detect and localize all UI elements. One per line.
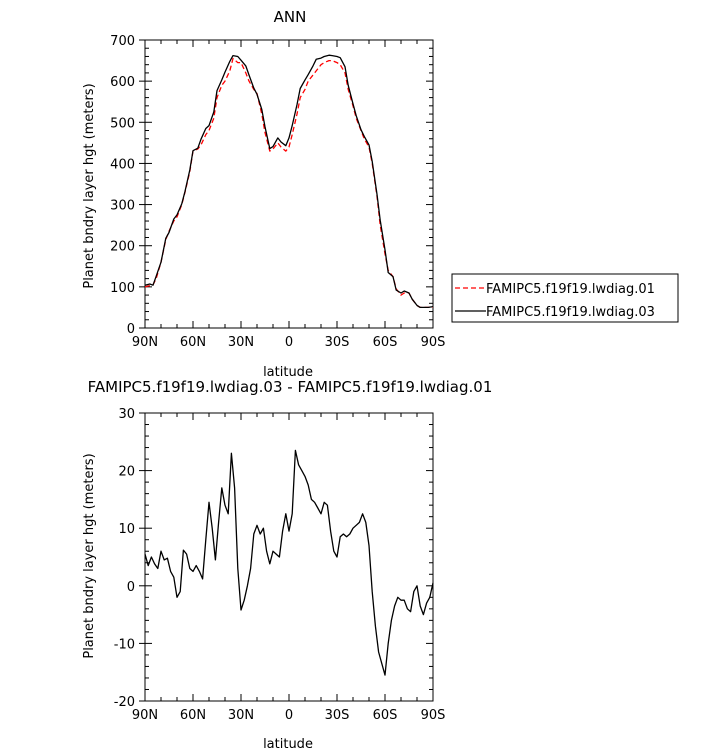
x-tick-label: 0 (285, 335, 293, 350)
plot-area: 90N 60N 30N 0 30S 60S 90S 0 100 200 300 400 500 600 70… (110, 34, 445, 350)
y-tick-label: 400 (110, 157, 135, 172)
x-tick-label: 60S (373, 335, 398, 350)
plot-area: 90N 60N 30N 0 30S 60S 90S -20 -10 0 10 20 30 (114, 407, 446, 723)
x-tick-label: 30S (325, 708, 350, 723)
series-line-2 (144, 54, 434, 309)
plot-frame (144, 412, 434, 702)
y-axis-label: Planet bndry layer hgt (meters) (82, 453, 97, 658)
chart-title: ANN (274, 8, 307, 26)
x-tick-label: 0 (285, 708, 293, 723)
x-tick-label: 90S (421, 708, 446, 723)
x-axis-label: latitude (263, 365, 313, 380)
x-tick-label: 90N (132, 708, 158, 723)
y-tick-label: 700 (110, 34, 135, 49)
y-tick-label: 200 (110, 240, 135, 255)
y-tick-label: 600 (110, 75, 135, 90)
y-tick-label: -10 (114, 637, 135, 652)
series-line-1 (144, 57, 433, 309)
y-tick-label: 300 (110, 199, 135, 214)
x-tick-label: 60N (180, 708, 206, 723)
x-tick-label: 90N (132, 335, 158, 350)
legend-label-series-2: FAMIPC5.f19f19.lwdiag.03 (486, 305, 655, 320)
x-axis-label: latitude (263, 737, 313, 752)
legend: FAMIPC5.f19f19.lwdiag.01 FAMIPC5.f19f19.… (451, 273, 679, 323)
y-tick-label: 30 (118, 407, 135, 422)
chart-top: ANN 90N 60N 30N 0 30S 60S 90S 0 100 200 300 400 500 6… (82, 8, 679, 380)
x-tick-label: 60N (180, 335, 206, 350)
chart-bottom: FAMIPC5.f19f19.lwdiag.03 - FAMIPC5.f19f1… (82, 378, 492, 752)
legend-box (451, 273, 679, 323)
x-tick-label: 30S (325, 335, 350, 350)
y-axis-label: Planet bndry layer hgt (meters) (82, 83, 97, 288)
y-tick-label: 20 (118, 465, 135, 480)
y-tick-label: 100 (110, 281, 135, 296)
legend-label-series-1: FAMIPC5.f19f19.lwdiag.01 (486, 282, 655, 297)
x-tick-label: 60S (373, 708, 398, 723)
y-tick-label: 10 (118, 522, 135, 537)
plot-frame (144, 39, 434, 329)
series-line-1 (144, 449, 434, 676)
y-tick-label: -20 (114, 695, 135, 710)
x-tick-label: 90S (421, 335, 446, 350)
y-tick-label: 500 (110, 116, 135, 131)
y-tick-label: 0 (127, 580, 135, 595)
x-tick-label: 30N (228, 708, 254, 723)
y-tick-label: 0 (127, 322, 135, 337)
chart-title: FAMIPC5.f19f19.lwdiag.03 - FAMIPC5.f19f1… (88, 378, 493, 396)
x-tick-label: 30N (228, 335, 254, 350)
